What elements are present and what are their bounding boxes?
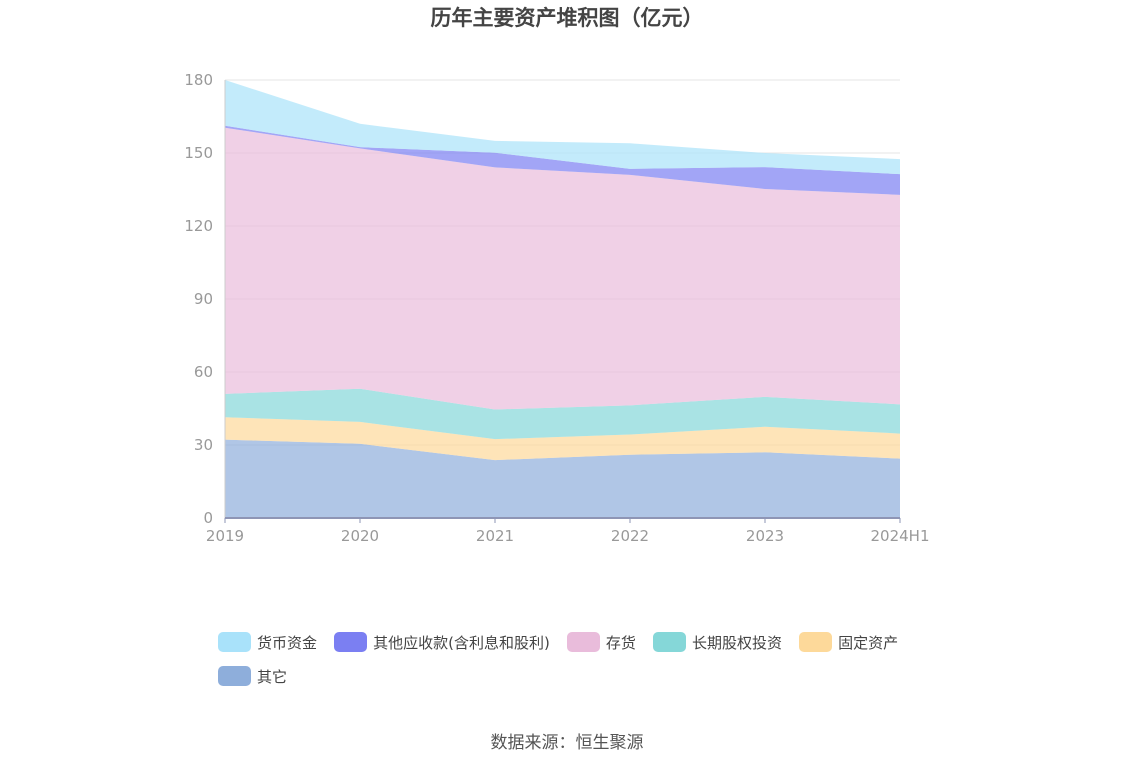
y-tick-label: 60 [194,363,213,381]
stacked-area-chart: 0 30 60 90 120 150 180 2019 2020 2021 2022 2023 2024… [184,71,930,545]
chart-title: 历年主要资产堆积图（亿元） [430,6,704,30]
y-tick-label: 90 [194,290,213,308]
y-tick-label: 150 [184,144,213,162]
area-series [225,125,900,195]
y-tick-label: 120 [184,217,213,235]
legend-label: 存货 [605,633,636,652]
area-series [225,80,900,175]
y-tick-label: 180 [184,71,213,89]
x-tick-label: 2023 [746,527,784,545]
x-tick-label: 2022 [611,527,649,545]
y-tick-label: 30 [194,436,213,454]
legend-swatch [653,632,687,652]
legend-label: 其他应收款(含利息和股利) [373,633,550,652]
legend-swatch [218,666,251,686]
legend-item-others[interactable]: 其它 [218,664,287,688]
area-series [225,127,900,410]
area-series [225,388,900,440]
data-source: 数据来源：恒生聚源 [490,733,644,753]
x-tick-label: 2019 [206,527,244,545]
legend-label: 其它 [257,667,288,686]
legend-label: 固定资产 [838,633,899,652]
legend-label: 长期股权投资 [692,633,783,652]
area-series [225,417,900,461]
x-tick-label: 2024H1 [871,527,930,545]
x-tick-label: 2020 [341,527,379,545]
y-tick-label: 0 [203,509,213,527]
x-tick-label: 2021 [476,527,514,545]
legend-item-cash[interactable]: 货币资金 [218,630,317,654]
legend-item-fixed-assets[interactable]: 固定资产 [799,630,898,654]
legend-swatch [799,632,833,652]
legend-swatch [334,632,368,652]
legend-item-inventory[interactable]: 存货 [566,630,636,654]
legend-item-other-receivables[interactable]: 其他应收款(含利息和股利) [334,630,550,654]
legend-swatch [218,632,251,652]
chart-legend: 货币资金 其他应收款(含利息和股利) 存货 长期股权投资 固定资产 其它 [218,630,938,698]
legend-label: 货币资金 [257,633,318,652]
legend-item-long-term-equity[interactable]: 长期股权投资 [653,630,782,654]
area-series [225,439,900,518]
legend-swatch [566,632,600,652]
